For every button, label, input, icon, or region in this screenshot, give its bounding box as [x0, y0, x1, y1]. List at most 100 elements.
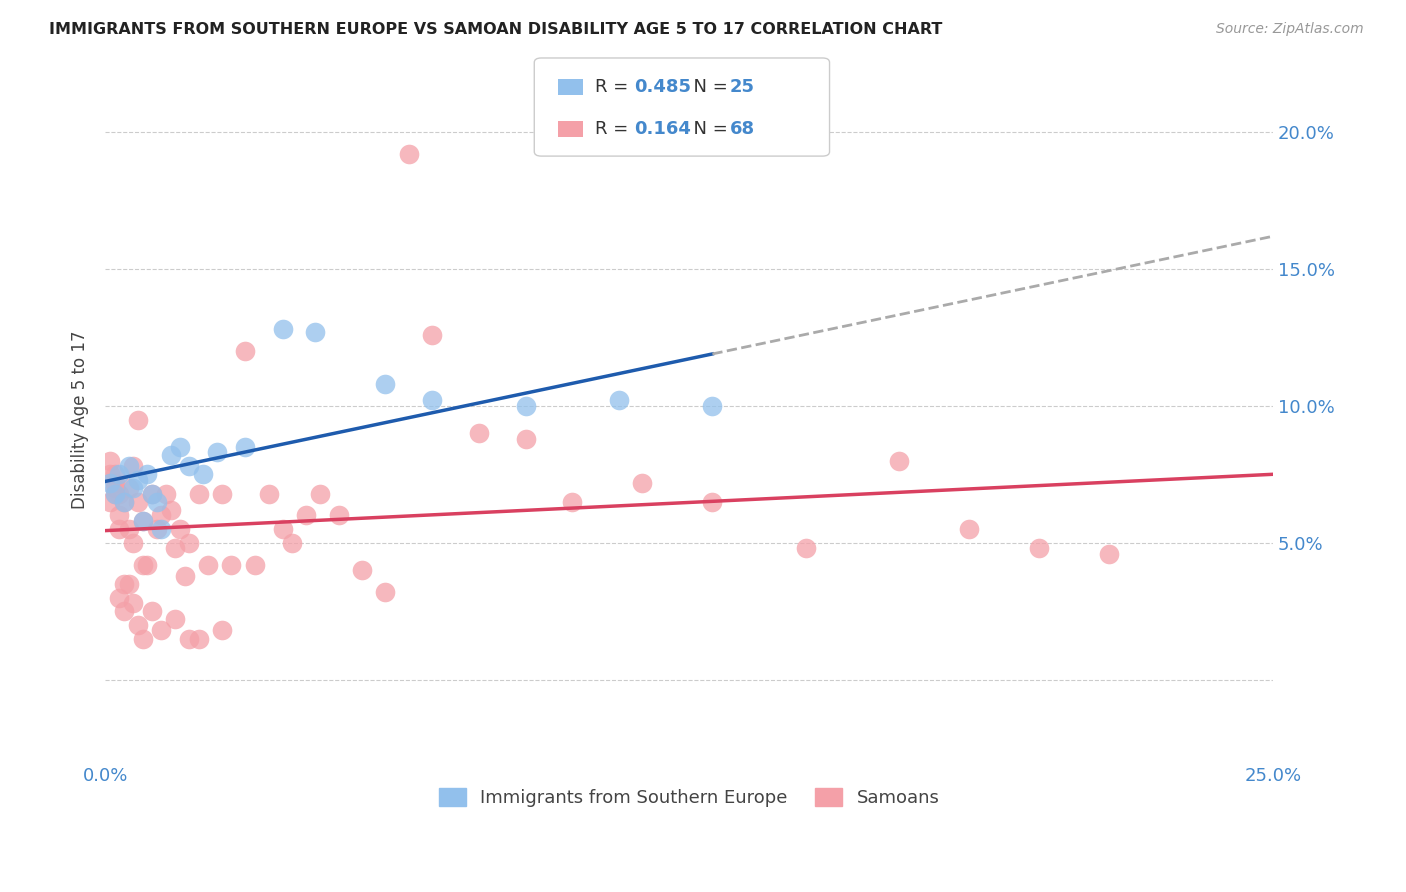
Point: [117, 577, 139, 591]
Point: [420, 327, 443, 342]
Point: [131, 558, 153, 572]
Point: [122, 596, 145, 610]
Point: [103, 481, 125, 495]
Text: 0.485: 0.485: [634, 78, 692, 96]
Point: [328, 508, 350, 523]
Point: [159, 448, 181, 462]
Point: [108, 467, 131, 482]
Point: [98, 453, 121, 467]
Point: [309, 486, 332, 500]
Text: 68: 68: [730, 120, 755, 138]
Point: [173, 568, 195, 582]
Point: [112, 604, 135, 618]
Point: [112, 494, 135, 508]
Point: [103, 486, 125, 500]
Point: [169, 522, 191, 536]
Point: [127, 473, 149, 487]
Point: [211, 624, 233, 638]
Text: N =: N =: [682, 120, 734, 138]
Point: [145, 522, 167, 536]
Point: [112, 577, 135, 591]
Point: [141, 486, 163, 500]
Point: [193, 467, 215, 482]
Text: IMMIGRANTS FROM SOUTHERN EUROPE VS SAMOAN DISABILITY AGE 5 TO 17 CORRELATION CHA: IMMIGRANTS FROM SOUTHERN EUROPE VS SAMOA…: [49, 22, 942, 37]
Point: [136, 467, 159, 482]
Point: [127, 494, 149, 508]
Text: 25: 25: [730, 78, 755, 96]
Point: [179, 459, 201, 474]
Point: [122, 481, 145, 495]
Point: [117, 522, 139, 536]
Point: [257, 486, 280, 500]
Point: [145, 494, 167, 508]
Text: N =: N =: [682, 78, 734, 96]
Point: [515, 432, 537, 446]
Point: [150, 508, 173, 523]
Point: [957, 522, 980, 536]
Point: [221, 558, 243, 572]
Point: [98, 467, 121, 482]
Point: [103, 486, 125, 500]
Point: [197, 558, 219, 572]
Point: [631, 475, 654, 490]
Point: [211, 486, 233, 500]
Point: [165, 612, 187, 626]
Point: [108, 591, 131, 605]
Point: [304, 325, 326, 339]
Point: [702, 494, 724, 508]
Point: [122, 459, 145, 474]
Point: [179, 632, 201, 646]
Text: 0.164: 0.164: [634, 120, 690, 138]
Point: [1098, 547, 1121, 561]
Point: [98, 494, 121, 508]
Point: [561, 494, 583, 508]
Point: [179, 536, 201, 550]
Point: [398, 147, 420, 161]
Point: [127, 618, 149, 632]
Point: [271, 322, 294, 336]
Point: [159, 503, 181, 517]
Point: [187, 632, 209, 646]
Point: [374, 585, 396, 599]
Point: [103, 475, 125, 490]
Point: [233, 440, 256, 454]
Point: [233, 344, 256, 359]
Point: [112, 494, 135, 508]
Text: Source: ZipAtlas.com: Source: ZipAtlas.com: [1216, 22, 1364, 37]
Point: [420, 393, 443, 408]
Point: [108, 522, 131, 536]
Point: [136, 558, 159, 572]
Point: [889, 453, 911, 467]
Point: [794, 541, 817, 556]
Point: [122, 536, 145, 550]
Point: [150, 624, 173, 638]
Point: [127, 412, 149, 426]
Text: R =: R =: [595, 120, 634, 138]
Point: [141, 486, 163, 500]
Text: R =: R =: [595, 78, 634, 96]
Point: [155, 486, 177, 500]
Point: [169, 440, 191, 454]
Point: [281, 536, 304, 550]
Point: [243, 558, 266, 572]
Point: [607, 393, 630, 408]
Point: [1028, 541, 1050, 556]
Y-axis label: Disability Age 5 to 17: Disability Age 5 to 17: [72, 330, 89, 508]
Point: [108, 486, 131, 500]
Point: [131, 514, 153, 528]
Point: [117, 481, 139, 495]
Point: [207, 445, 229, 459]
Point: [702, 399, 724, 413]
Point: [103, 467, 125, 482]
Point: [141, 604, 163, 618]
Point: [271, 522, 294, 536]
Point: [374, 377, 396, 392]
Point: [165, 541, 187, 556]
Point: [468, 426, 491, 441]
Point: [98, 475, 121, 490]
Point: [131, 514, 153, 528]
Point: [295, 508, 318, 523]
Point: [150, 522, 173, 536]
Point: [131, 632, 153, 646]
Point: [515, 399, 537, 413]
